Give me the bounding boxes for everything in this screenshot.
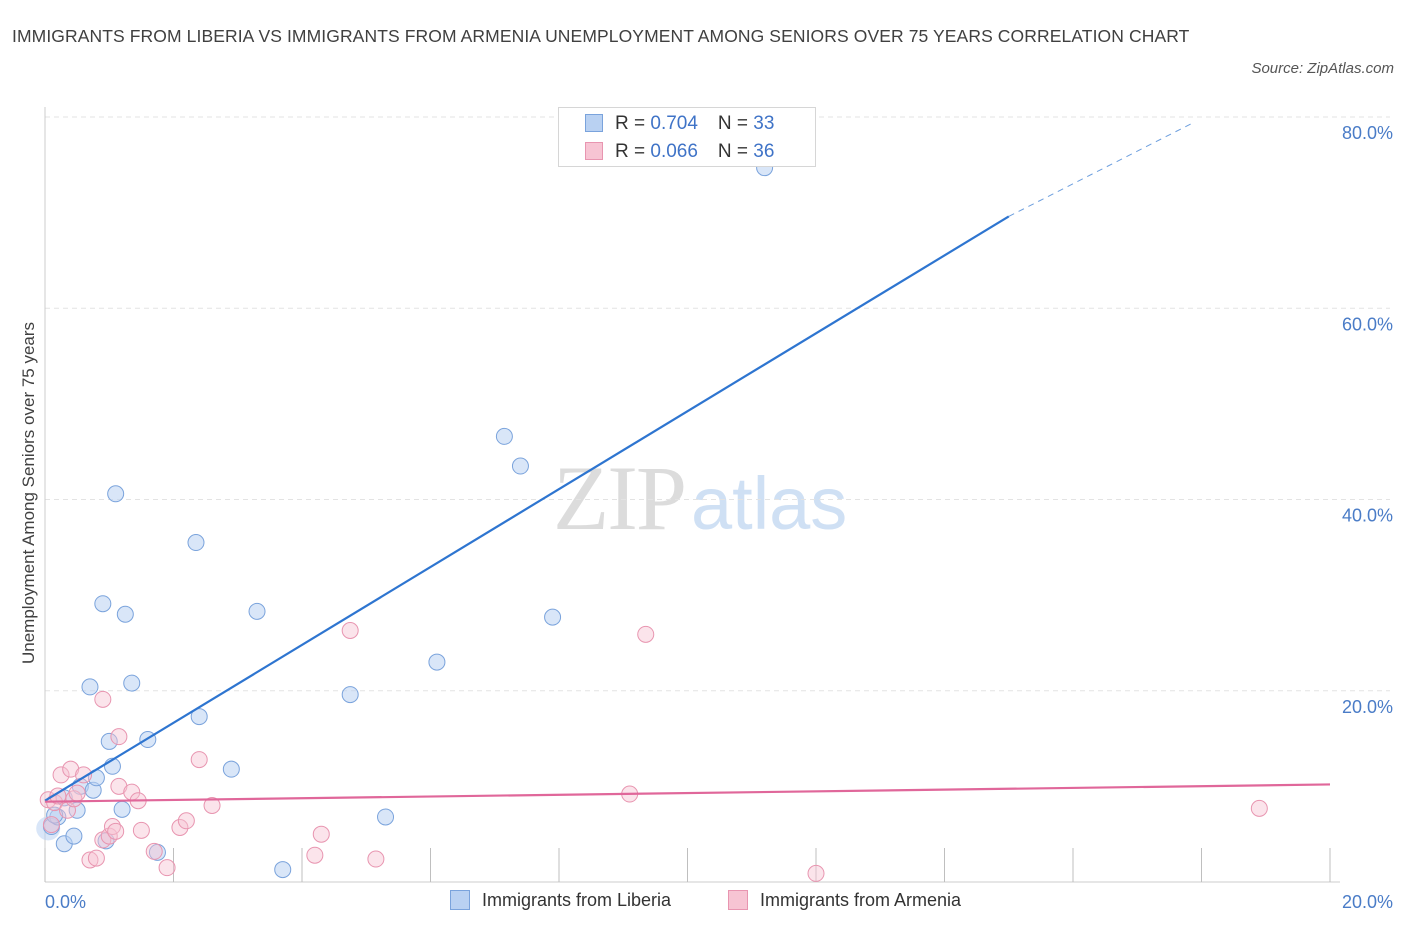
series-armenia-points (39, 622, 1268, 882)
legend-item-liberia: Immigrants from Liberia (450, 890, 671, 911)
data-point-armenia (807, 864, 825, 882)
y-tick-label: 80.0% (1342, 123, 1393, 143)
legend-n-value-armenia: 36 (753, 141, 775, 162)
series-liberia-points (36, 159, 774, 879)
chart-title: IMMIGRANTS FROM LIBERIA VS IMMIGRANTS FR… (12, 26, 1190, 46)
data-point-armenia (81, 851, 99, 869)
data-point-liberia (511, 457, 529, 475)
data-point-armenia (306, 846, 324, 864)
data-point-armenia (68, 784, 86, 802)
legend-label-armenia: Immigrants from Armenia (760, 890, 962, 910)
legend-r-value-liberia: 0.704 (650, 113, 698, 134)
data-point-armenia (94, 690, 112, 708)
watermark-zip: ZIP (553, 447, 687, 549)
data-point-armenia (42, 816, 60, 834)
data-point-liberia (377, 808, 395, 826)
data-point-armenia (637, 625, 655, 643)
data-point-armenia (203, 797, 221, 814)
tick-labels: 20.0% 40.0% 60.0% 80.0% 0.0% 20.0% (45, 123, 1393, 912)
y-tick-label: 60.0% (1342, 314, 1393, 334)
legend-n-value-liberia: 33 (753, 113, 775, 134)
data-point-liberia (113, 800, 131, 818)
y-tick-label: 40.0% (1342, 506, 1393, 526)
data-point-armenia (52, 766, 70, 784)
data-point-liberia (116, 605, 134, 623)
data-point-liberia (495, 427, 513, 445)
data-point-liberia (248, 602, 266, 620)
data-point-armenia (145, 842, 163, 860)
legend-swatch-armenia (585, 142, 603, 160)
source-label: Source: ZipAtlas.com (1251, 60, 1394, 77)
data-point-armenia (49, 787, 67, 805)
data-point-armenia (171, 818, 189, 836)
data-point-liberia (100, 732, 118, 750)
data-point-armenia (177, 812, 195, 830)
x-tick-label: 0.0% (45, 892, 86, 912)
legend-r-label: R = (615, 113, 651, 134)
y-tick-label: 20.0% (1342, 697, 1393, 717)
data-point-liberia (190, 708, 208, 726)
legend-swatch-liberia (450, 890, 470, 910)
legend-row-liberia: R = 0.704 N = 33 (585, 113, 774, 137)
data-point-armenia (110, 728, 128, 746)
watermark: ZIPatlas (553, 445, 847, 551)
data-point-armenia (158, 859, 176, 877)
data-point-armenia (107, 822, 125, 840)
legend-label-liberia: Immigrants from Liberia (482, 890, 672, 910)
data-point-armenia (190, 751, 208, 769)
trend-line-liberia (44, 215, 1010, 802)
data-point-armenia (65, 790, 83, 808)
legend-r-label: R = (615, 141, 651, 162)
grid-lines (45, 116, 1390, 692)
data-point-liberia (222, 760, 240, 778)
legend-n-label: N = (717, 141, 754, 162)
data-point-armenia (312, 825, 330, 843)
trend-lines (44, 121, 1331, 803)
legend-swatch-liberia (585, 114, 603, 132)
data-point-armenia (132, 821, 150, 839)
data-point-armenia (1250, 799, 1268, 817)
data-point-liberia (94, 595, 112, 613)
data-point-armenia (367, 850, 385, 868)
data-point-armenia (341, 622, 359, 640)
legend-item-armenia: Immigrants from Armenia (728, 890, 961, 911)
watermark-atlas: atlas (691, 462, 848, 545)
data-point-liberia (187, 534, 205, 552)
data-point-liberia (107, 485, 125, 503)
legend-r-value-armenia: 0.066 (650, 141, 698, 162)
data-point-liberia (123, 674, 141, 692)
trend-line-armenia (44, 783, 1331, 803)
axes (44, 107, 1340, 883)
legend-row-armenia: R = 0.066 N = 36 (585, 141, 774, 165)
trend-line-liberia-extension (1008, 121, 1196, 217)
data-point-liberia (65, 827, 83, 845)
data-point-liberia (544, 608, 562, 626)
data-point-liberia (46, 806, 64, 824)
legend-swatch-armenia (728, 890, 748, 910)
legend-n-label: N = (717, 113, 754, 134)
data-point-liberia (428, 653, 446, 671)
data-point-armenia (87, 849, 105, 867)
correlation-legend: R = 0.704 N = 33 R = 0.066 N = 36 (558, 107, 816, 167)
data-point-liberia (341, 686, 359, 704)
data-point-armenia (103, 818, 121, 836)
data-point-liberia (274, 861, 292, 879)
x-tick-label: 20.0% (1342, 892, 1393, 912)
data-point-liberia (81, 678, 99, 696)
